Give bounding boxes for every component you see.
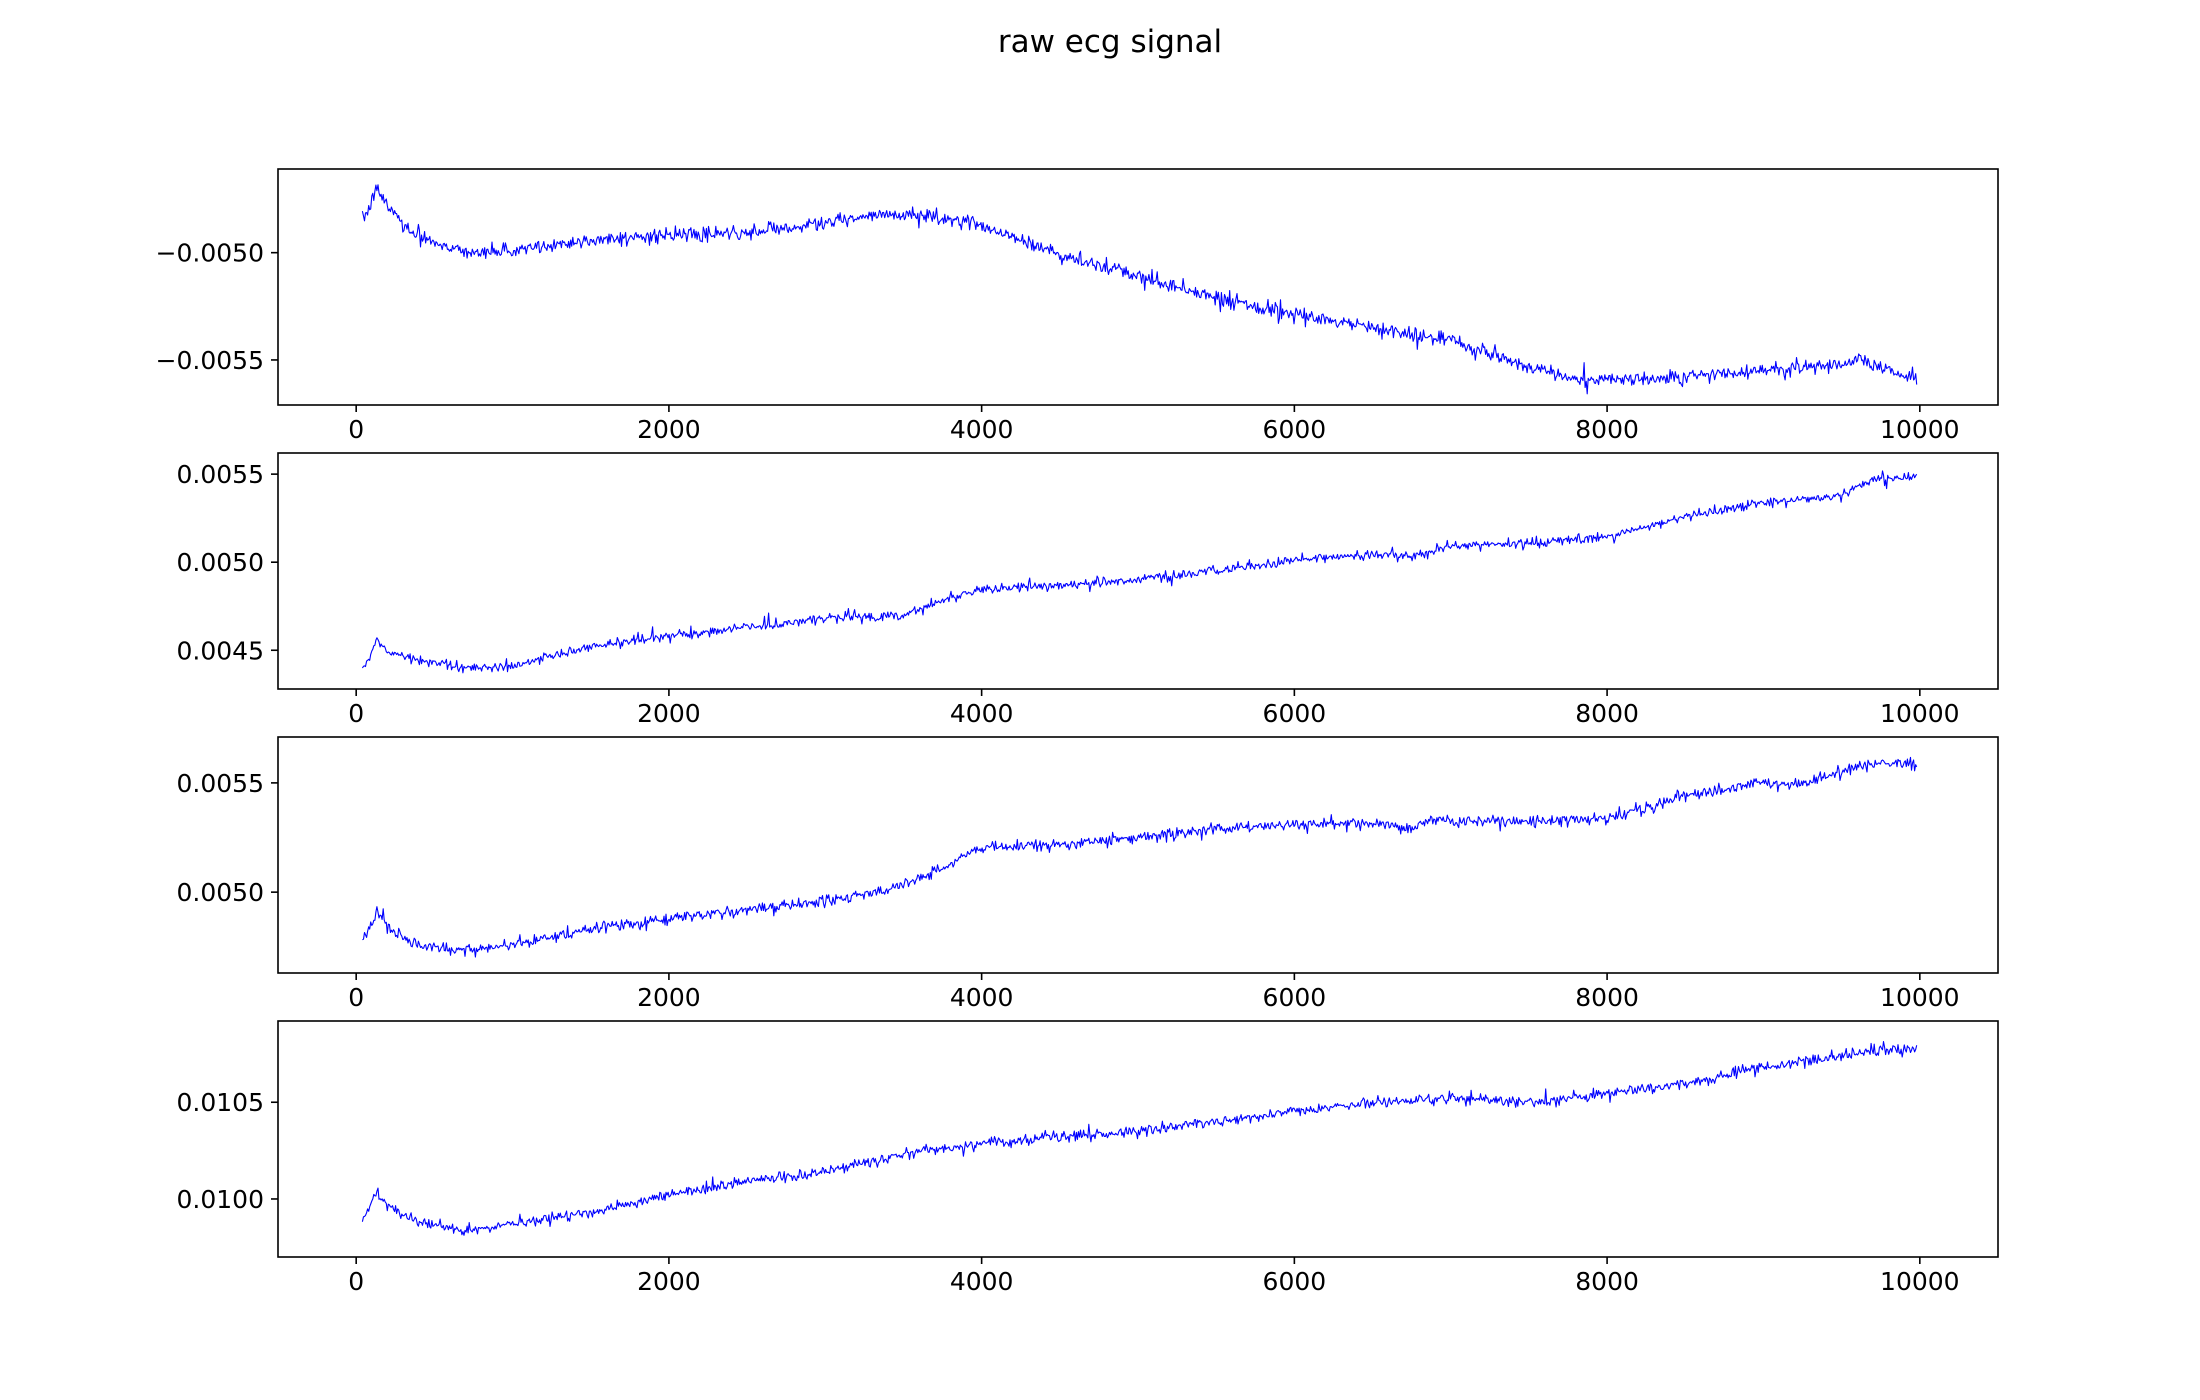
y-tick-label: 0.0050 — [177, 878, 264, 907]
x-tick-label: 8000 — [1575, 699, 1639, 728]
x-tick-label: 8000 — [1575, 983, 1639, 1012]
x-tick-label: 6000 — [1263, 1267, 1327, 1296]
subplot-3: 0 2000 4000 6000 8000 10000 0.0050 0.0055 — [177, 736, 1999, 1012]
subplot-4: 0 2000 4000 6000 8000 10000 0.0100 0.0105 — [177, 1020, 1999, 1296]
x-tick-label: 2000 — [637, 699, 701, 728]
axes-frame — [277, 452, 1999, 690]
y-tick-label: −0.0050 — [156, 239, 264, 268]
x-tick-label: 4000 — [950, 983, 1014, 1012]
y-tick-label: −0.0055 — [156, 346, 264, 375]
x-tick-label: 4000 — [950, 699, 1014, 728]
y-tick-label: 0.0050 — [177, 548, 264, 577]
chart-title: raw ecg signal — [998, 24, 1222, 60]
x-tick-label: 10000 — [1880, 699, 1960, 728]
y-tick-label: 0.0100 — [177, 1185, 264, 1214]
x-tick-label: 10000 — [1880, 983, 1960, 1012]
y-tick-label: 0.0045 — [177, 636, 264, 665]
subplot-2: 0 2000 4000 6000 8000 10000 0.0045 0.0050 0.0055 — [177, 452, 1999, 728]
x-tick-label: 4000 — [950, 1267, 1014, 1296]
y-tick-label: 0.0055 — [177, 769, 264, 798]
x-tick-label: 0 — [348, 415, 364, 444]
subplot-1: 0 2000 4000 6000 8000 10000 −0.0050 −0.0055 — [156, 168, 1999, 444]
signal-line — [361, 184, 1918, 395]
y-tick-label: 0.0105 — [177, 1088, 264, 1117]
signal-line — [362, 756, 1918, 958]
x-tick-label: 6000 — [1263, 415, 1327, 444]
x-tick-label: 0 — [348, 983, 364, 1012]
x-tick-label: 8000 — [1575, 415, 1639, 444]
x-tick-label: 8000 — [1575, 1267, 1639, 1296]
x-tick-label: 4000 — [950, 415, 1014, 444]
signal-line — [361, 1041, 1918, 1236]
x-tick-label: 6000 — [1263, 983, 1327, 1012]
x-tick-label: 0 — [348, 1267, 364, 1296]
subplots: 0 2000 4000 6000 8000 10000 −0.0050 −0.0055 0 200… — [156, 168, 1999, 1296]
x-tick-label: 6000 — [1263, 699, 1327, 728]
x-tick-label: 2000 — [637, 1267, 701, 1296]
y-tick-label: 0.0055 — [177, 460, 264, 489]
x-tick-label: 10000 — [1880, 1267, 1960, 1296]
x-tick-label: 0 — [348, 699, 364, 728]
axes-frame — [277, 1020, 1999, 1258]
signal-line — [361, 470, 1918, 674]
axes-frame — [277, 736, 1999, 974]
x-tick-label: 2000 — [637, 983, 701, 1012]
x-tick-label: 10000 — [1880, 415, 1960, 444]
axes-frame — [277, 168, 1999, 406]
x-tick-label: 2000 — [637, 415, 701, 444]
